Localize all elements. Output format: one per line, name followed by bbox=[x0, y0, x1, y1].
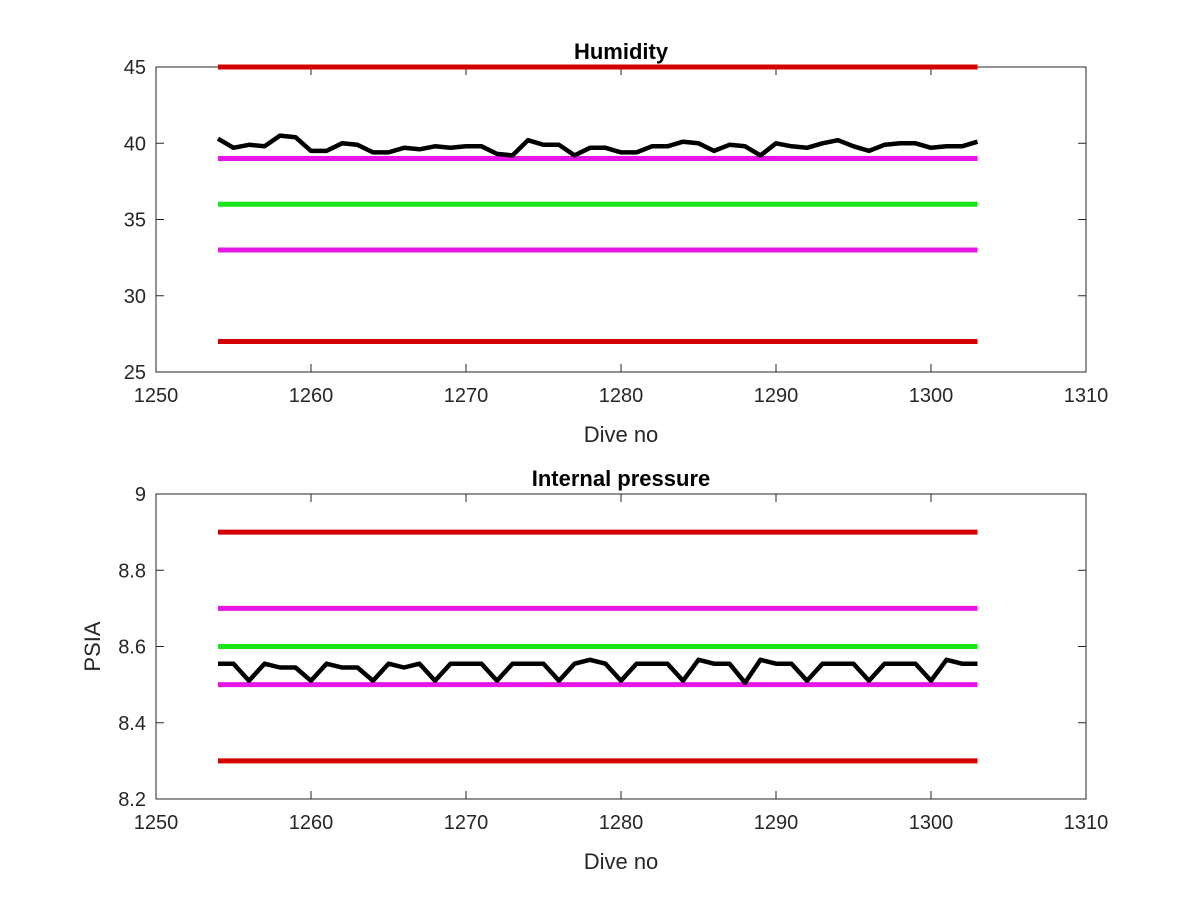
x-tick-label: 1300 bbox=[909, 385, 954, 407]
x-tick-label: 1270 bbox=[444, 812, 489, 834]
axes-box bbox=[155, 66, 1087, 373]
y-tick-label: 25 bbox=[124, 362, 146, 384]
humidity-plot: 1250 1260 1270 1280 1290 1300 1310 25 30 35 40 45 Hu… bbox=[124, 39, 1109, 447]
x-axis-label: Dive no bbox=[584, 849, 659, 874]
x-tick-label: 1250 bbox=[134, 812, 179, 834]
y-tick-label: 40 bbox=[124, 133, 146, 155]
internal-pressure-plot: 1250 1260 1270 1280 1290 1300 1310 8.2 8.4 8.6 8.8… bbox=[80, 466, 1108, 874]
y-tick-label: 8.2 bbox=[118, 789, 146, 811]
x-tick-label: 1290 bbox=[754, 385, 799, 407]
chart-title: Humidity bbox=[574, 39, 669, 64]
x-tick-label: 1290 bbox=[754, 812, 799, 834]
y-tick-label: 30 bbox=[124, 286, 146, 308]
x-tick-label: 1300 bbox=[909, 812, 954, 834]
x-tick-label: 1310 bbox=[1064, 385, 1109, 407]
y-tick-label: 8.4 bbox=[118, 713, 146, 735]
x-tick-label: 1280 bbox=[599, 385, 644, 407]
series-line bbox=[216, 133, 979, 158]
x-tick-label: 1260 bbox=[289, 385, 334, 407]
y-tick-label: 35 bbox=[124, 210, 146, 232]
x-tick-label: 1280 bbox=[599, 812, 644, 834]
x-axis-label: Dive no bbox=[584, 422, 659, 447]
y-tick-label: 8.8 bbox=[118, 560, 146, 582]
chart-title: Internal pressure bbox=[532, 466, 711, 491]
x-tick-label: 1260 bbox=[289, 812, 334, 834]
x-tick-label: 1310 bbox=[1064, 812, 1109, 834]
y-tick-label: 8.6 bbox=[118, 637, 146, 659]
series-line bbox=[218, 657, 978, 685]
y-tick-label: 45 bbox=[124, 57, 146, 79]
x-tick-label: 1270 bbox=[444, 385, 489, 407]
x-tick-label: 1250 bbox=[134, 385, 179, 407]
y-axis-label: PSIA bbox=[80, 621, 105, 671]
y-tick-label: 9 bbox=[135, 484, 146, 506]
